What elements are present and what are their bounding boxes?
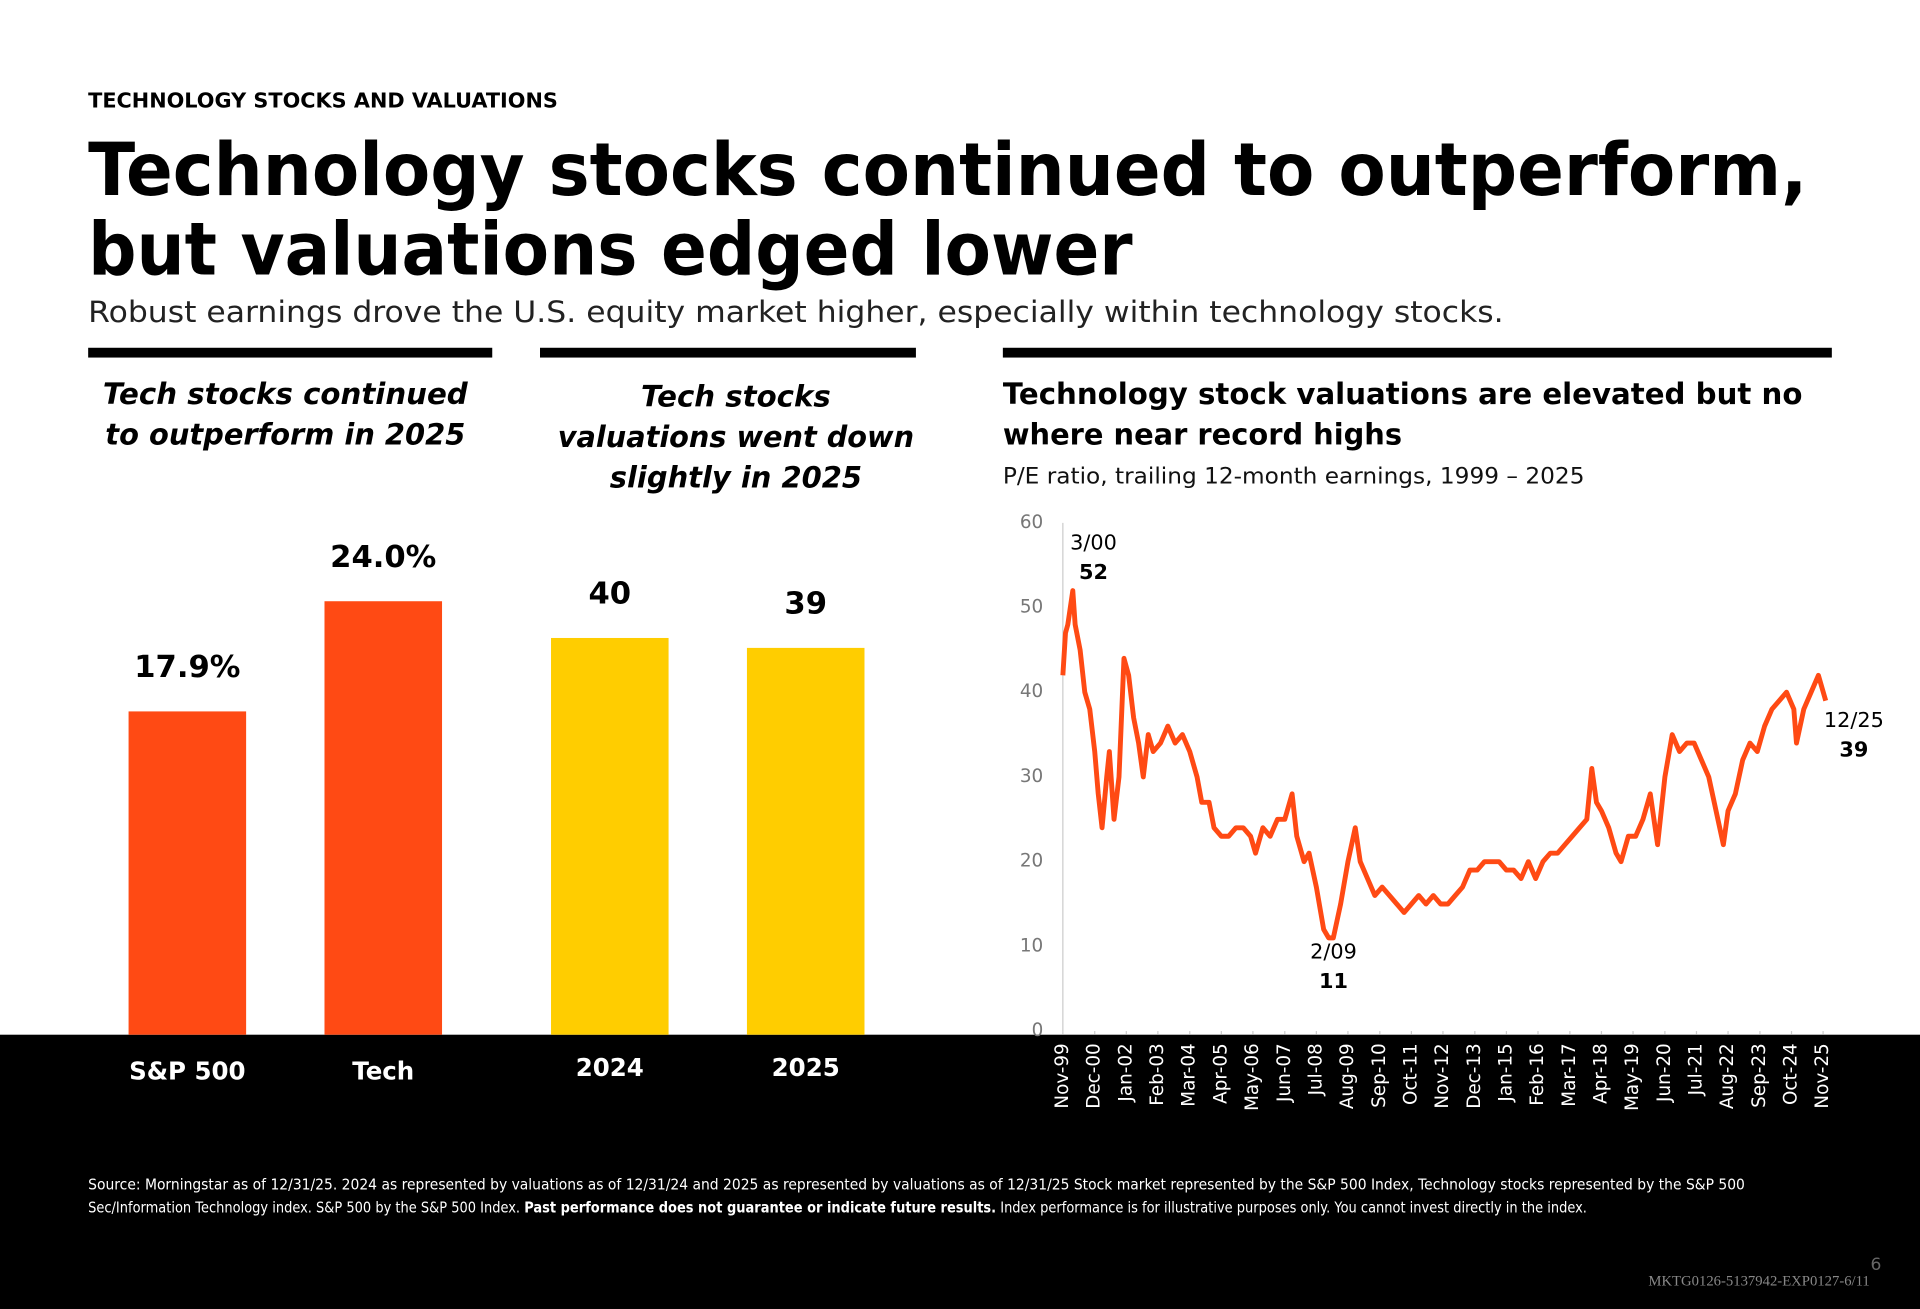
x-tick-label: Feb-16: [1527, 1043, 1548, 1106]
x-tick-label: Feb-03: [1147, 1043, 1168, 1106]
y-tick-label: 0: [1032, 1020, 1044, 1041]
x-tick-label: Jun-07: [1274, 1043, 1295, 1103]
y-tick-label: 40: [1020, 681, 1043, 702]
chart-title: valuations went down: [558, 420, 914, 454]
annotation-label: 12/25: [1824, 708, 1884, 732]
chart-title: Technology stock valuations are elevated…: [1003, 377, 1803, 411]
chart-title: Tech stocks continued: [103, 377, 469, 411]
bar: [746, 647, 865, 1035]
bar: [324, 601, 443, 1035]
x-tick-label: May-06: [1242, 1043, 1263, 1111]
doc-code: MKTG0126-5137942-EXP0127-6/11: [1648, 1273, 1869, 1289]
annotation-label: 2/09: [1310, 940, 1357, 964]
x-tick-label: Oct-11: [1400, 1043, 1421, 1105]
x-tick-label: Mar-04: [1179, 1043, 1200, 1106]
x-tick-label: Dec-00: [1084, 1043, 1105, 1109]
x-tick-label: Jul-08: [1305, 1043, 1326, 1096]
footnote: Source: Morningstar as of 12/31/25. 2024…: [88, 1176, 1745, 1193]
x-tick-label: Dec-13: [1464, 1043, 1485, 1109]
x-tick-label: Oct-24: [1781, 1043, 1802, 1105]
chart-title: slightly in 2025: [610, 460, 862, 494]
annotation-value: 52: [1079, 560, 1108, 584]
bar: [551, 637, 669, 1035]
rule: [1002, 347, 1832, 358]
x-tick-label: Nov-25: [1812, 1043, 1833, 1108]
x-tick-label: Apr-05: [1210, 1043, 1231, 1104]
x-tick-label: Apr-18: [1590, 1043, 1611, 1104]
page-number: 6: [1870, 1255, 1881, 1275]
annotation-label: 3/00: [1070, 531, 1117, 555]
x-tick-label: S&P 500: [129, 1057, 245, 1086]
y-tick-label: 30: [1020, 766, 1043, 787]
x-tick-label: Sep-10: [1369, 1043, 1390, 1108]
disclaimer: Past performance does not guarantee or i…: [524, 1200, 996, 1217]
rule: [540, 347, 916, 358]
annotation-value: 11: [1319, 969, 1348, 993]
x-tick-label: Jun-20: [1654, 1043, 1675, 1103]
title: but valuations edged lower: [88, 208, 1133, 293]
x-tick-label: Tech: [352, 1057, 414, 1086]
footnote: Sec/Information Technology index. S&P 50…: [88, 1200, 524, 1217]
x-tick-label: Aug-22: [1717, 1043, 1738, 1109]
value-label: 17.9%: [134, 650, 240, 685]
footnote: Sec/Information Technology index. S&P 50…: [88, 1200, 1587, 1217]
y-tick-label: 60: [1020, 512, 1043, 533]
value-label: 24.0%: [330, 540, 436, 575]
chart-title: where near record highs: [1003, 417, 1402, 451]
footer-band: [0, 1034, 1920, 1309]
bar: [128, 711, 247, 1035]
line-series: [1060, 588, 1829, 941]
annotation-value: 39: [1839, 738, 1868, 762]
y-tick-label: 20: [1020, 851, 1043, 872]
subtitle: Robust earnings drove the U.S. equity ma…: [88, 295, 1504, 329]
value-label: 39: [784, 587, 827, 622]
rule: [88, 347, 493, 358]
x-tick-label: May-19: [1622, 1043, 1643, 1111]
title: Technology stocks continued to outperfor…: [88, 128, 1807, 213]
chart-title: to outperform in 2025: [105, 417, 465, 451]
chart-title: Tech stocks: [641, 379, 831, 413]
chart-subtitle: P/E ratio, trailing 12-month earnings, 1…: [1003, 465, 1585, 490]
kicker: TECHNOLOGY STOCKS AND VALUATIONS: [88, 89, 558, 113]
y-tick-label: 50: [1020, 597, 1043, 618]
x-tick-label: Aug-09: [1337, 1043, 1358, 1109]
x-tick-label: Jan-15: [1495, 1043, 1516, 1102]
x-tick-label: 2025: [772, 1053, 840, 1082]
footnote: Index performance is for illustrative pu…: [996, 1200, 1587, 1217]
x-tick-label: Jan-02: [1115, 1043, 1136, 1102]
value-label: 40: [588, 577, 631, 612]
x-tick-label: Nov-12: [1432, 1043, 1453, 1108]
y-tick-label: 10: [1020, 935, 1043, 956]
x-tick-label: Sep-23: [1749, 1043, 1770, 1108]
x-tick-label: 2024: [576, 1053, 644, 1082]
x-tick-label: Nov-99: [1052, 1043, 1073, 1108]
x-tick-label: Mar-17: [1559, 1043, 1580, 1106]
x-tick-label: Jul-21: [1685, 1043, 1706, 1096]
